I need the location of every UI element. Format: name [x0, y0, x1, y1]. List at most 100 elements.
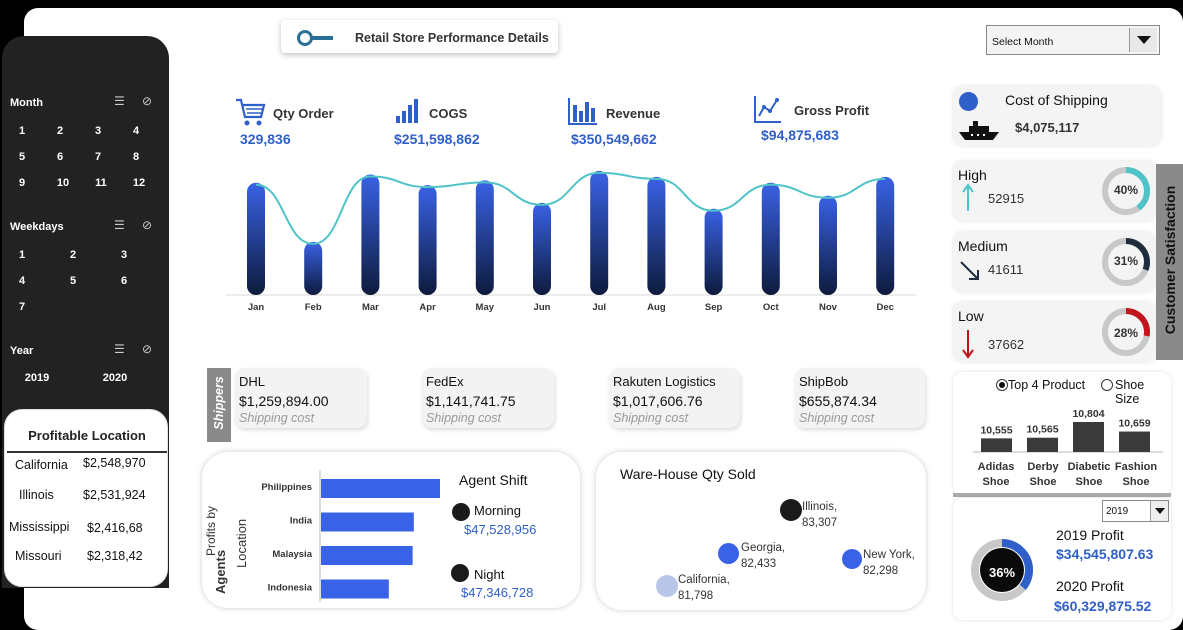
page-title: Retail Store Performance Details	[355, 31, 549, 45]
month-bar	[247, 182, 265, 295]
product-label: Derby Shoe	[1027, 461, 1059, 488]
location-value: $2,531,924	[83, 488, 146, 502]
month-select-dropdown[interactable]: Select Month	[986, 25, 1160, 55]
warehouse-label: Illinois, 83,307	[802, 501, 838, 529]
product-value-label: 10,565	[1026, 424, 1058, 436]
clear-filter-icon[interactable]: ⊘	[142, 342, 153, 356]
location-value: $2,548,970	[83, 456, 146, 470]
slicer-item[interactable]: 1	[18, 249, 26, 261]
warehouse-name: Illinois	[802, 501, 834, 513]
multi-select-icon[interactable]: ☰	[114, 342, 125, 356]
month-select-value: Select Month	[992, 36, 1054, 48]
month-label: Aug	[647, 302, 666, 313]
monthly-bar-line-chart	[226, 170, 916, 296]
chevron-down-icon[interactable]	[1150, 501, 1168, 521]
warehouse-qty: 82,433	[741, 558, 777, 570]
slicer-item[interactable]: 3	[120, 249, 128, 261]
customer-satisfaction-tab: Customer Satisfaction	[1156, 164, 1183, 360]
month-bar	[304, 241, 323, 295]
top-product-bar-chart: 10,555 10,565 10,804 10,659	[973, 408, 1163, 453]
gauge-fill	[971, 539, 1033, 601]
slicer-item[interactable]: 11	[95, 177, 107, 189]
morning-marker-icon	[452, 503, 470, 521]
chevron-down-icon[interactable]	[1129, 28, 1157, 52]
kpi-revenue-value: $350,549,662	[571, 131, 657, 147]
shipper-card-shipbob: ShipBob $655,874.34 Shipping cost	[795, 368, 925, 428]
toggle-knob-icon	[297, 30, 313, 46]
slicer-item[interactable]: 2	[69, 249, 77, 261]
satisfaction-label: High	[958, 167, 987, 183]
slicer-item[interactable]: 9	[18, 177, 26, 189]
slicer-item[interactable]: 5	[69, 275, 77, 287]
slicer-item[interactable]: 1	[18, 125, 26, 137]
multi-select-icon[interactable]: ☰	[114, 94, 125, 108]
slicer-item[interactable]: 4	[132, 125, 140, 137]
morning-label: Morning	[474, 503, 521, 518]
product-value-label: 10,555	[980, 424, 1012, 436]
location-name: California	[15, 458, 68, 472]
year-select-value: 2019	[1106, 506, 1129, 517]
kpi-gross-label: Gross Profit	[794, 103, 870, 118]
warehouse-qty: 81,798	[678, 590, 714, 602]
agent-location-bar-chart: Philippines India Malaysia Indonesia	[261, 470, 440, 602]
agent-bar	[321, 546, 413, 565]
agent-bar	[321, 479, 440, 498]
product-value-label: 10,804	[1072, 408, 1104, 420]
warehouse-name: New York	[863, 549, 912, 561]
slicer-item[interactable]: 2019	[24, 372, 50, 384]
night-value: $47,346,728	[461, 585, 534, 600]
slicer-item[interactable]: 5	[18, 151, 26, 163]
warehouse-name: California	[678, 574, 727, 586]
satisfaction-gauge	[1102, 167, 1150, 215]
location-name: Missouri	[15, 549, 62, 563]
shipper-name: FedEx	[426, 374, 464, 389]
top-product-card: Top 4 Product Shoe Size 10,555 10,565 10,8…	[953, 372, 1171, 496]
agent-shift-title: Agent Shift	[459, 472, 528, 488]
year-select-dropdown[interactable]: 2019	[1102, 500, 1169, 522]
clear-filter-icon[interactable]: ⊘	[142, 94, 153, 108]
slicer-item[interactable]: 7	[18, 301, 26, 313]
product-bar	[981, 438, 1012, 452]
arrow-up-icon	[962, 183, 974, 211]
month-bar	[819, 195, 837, 295]
warehouse-qty: 82,298	[863, 565, 899, 577]
shipping-marker-icon	[959, 92, 978, 111]
product-bar	[1027, 437, 1058, 452]
header-title-button[interactable]: Retail Store Performance Details	[281, 20, 558, 53]
slicer-item[interactable]: 12	[132, 177, 146, 189]
column-chart-icon	[568, 98, 597, 125]
multi-select-icon[interactable]: ☰	[114, 218, 125, 232]
warehouse-label: New York, 82,298	[863, 549, 915, 577]
radio-top4[interactable]	[996, 379, 1008, 391]
profitable-location-card: Profitable Location California $2,548,97…	[4, 409, 168, 587]
year-slicer-title: Year	[10, 345, 34, 357]
shipper-subtitle: Shipping cost	[799, 411, 875, 425]
slicer-item[interactable]: 10	[56, 177, 70, 189]
shipper-amount: $1,017,606.76	[613, 393, 703, 409]
profit-2020-value: $60,329,875.52	[1054, 598, 1152, 614]
slicer-item[interactable]: 7	[94, 151, 102, 163]
slicer-item[interactable]: 3	[94, 125, 102, 137]
product-bar	[1119, 431, 1150, 452]
satisfaction-gauge	[1102, 308, 1150, 356]
profitable-location-title: Profitable Location	[28, 428, 146, 443]
slicer-item[interactable]: 2020	[102, 372, 128, 384]
weekdays-slicer-title: Weekdays	[10, 221, 64, 233]
clear-filter-icon[interactable]: ⊘	[142, 218, 153, 232]
month-bar	[704, 208, 723, 295]
slicer-item[interactable]: 4	[18, 275, 26, 287]
month-bar	[533, 202, 551, 295]
top4-option-label[interactable]: Top 4 Product	[1008, 378, 1086, 392]
shippers-tag: Shippers	[207, 368, 231, 442]
slicer-item[interactable]: 6	[120, 275, 128, 287]
slicer-item[interactable]: 2	[56, 125, 64, 137]
toggle-bar	[311, 36, 333, 40]
arrow-down-icon	[962, 330, 974, 359]
radio-shoe-size[interactable]	[1101, 379, 1113, 391]
slicer-item[interactable]: 8	[132, 151, 140, 163]
warehouse-label: California, 81,798	[678, 574, 730, 602]
slicer-item[interactable]: 6	[56, 151, 64, 163]
shoe-size-option-label[interactable]: Shoe Size	[1115, 378, 1145, 406]
month-bar	[361, 174, 380, 295]
morning-value: $47,528,956	[464, 522, 537, 537]
